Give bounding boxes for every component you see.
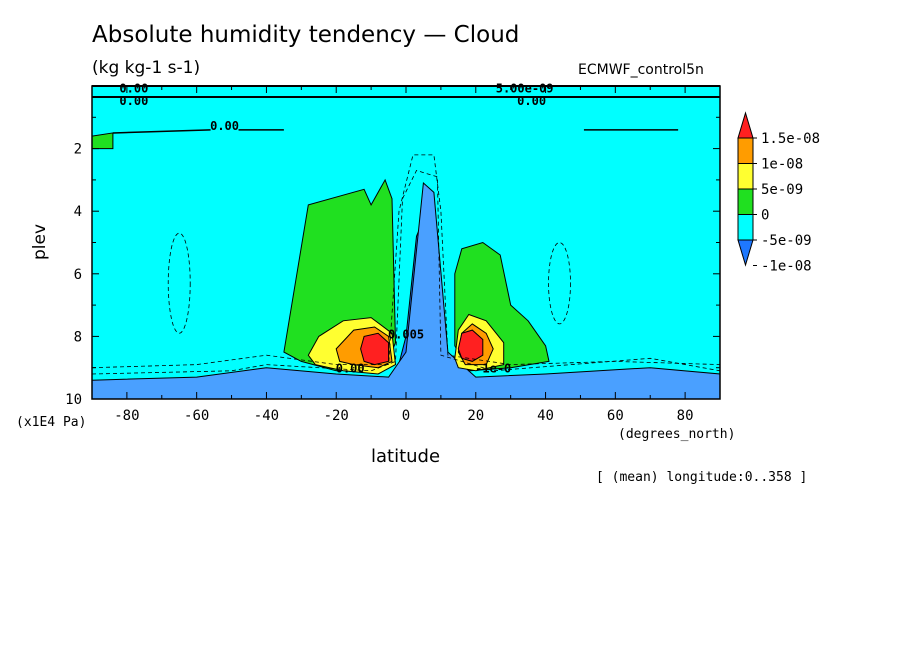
colorbar-cell <box>737 163 754 190</box>
negative-contour-oval-right <box>548 242 571 325</box>
y-tick-label: 6 <box>74 267 82 283</box>
y-tick-label: 2 <box>74 142 82 158</box>
x-tick-label: 60 <box>607 408 624 424</box>
y-tick-label: 4 <box>74 204 82 220</box>
colorbar-cell <box>737 188 754 215</box>
zero-contour-left-1 <box>112 129 211 134</box>
averaging-note: [ (mean) longitude:0..358 ] <box>596 470 808 485</box>
colorbar-bottom-triangle <box>737 239 754 267</box>
colorbar-label: 0 <box>761 208 769 224</box>
contour-label-1: 0.00 <box>119 94 148 108</box>
region-green-4 <box>91 132 114 150</box>
x-tick-label: -60 <box>184 408 209 424</box>
colorbar-label: -5e-09 <box>761 233 812 249</box>
colorbar-top-triangle <box>737 111 754 139</box>
x-tick-label: 40 <box>537 408 554 424</box>
contour-label-3: 5.00e-09 <box>496 82 554 96</box>
contour-label-4: 0.00 <box>517 94 546 108</box>
colorbar-label: 1.5e-08 <box>761 131 820 147</box>
colorbar-label: 1e-08 <box>761 157 803 173</box>
contour-label-6: 0.005 <box>388 327 424 341</box>
y-tick-label: 8 <box>74 329 82 345</box>
chart-title: Absolute humidity tendency — Cloud <box>92 22 520 48</box>
x-tick-label: -80 <box>114 408 139 424</box>
x-tick-label: 80 <box>677 408 694 424</box>
chart-source: ECMWF_control5n <box>578 62 704 78</box>
x-tick-label: 20 <box>467 408 484 424</box>
negative-contour-1 <box>91 170 721 375</box>
negative-contour-0 <box>91 154 721 369</box>
contour-label-2: 0.00 <box>210 119 239 133</box>
chart-units: (kg kg-1 s-1) <box>92 58 201 78</box>
x-tick-label: 0 <box>402 408 410 424</box>
y-tick-label: 10 <box>65 392 82 408</box>
x-tick-label: -20 <box>324 408 349 424</box>
y-scale-note: (x1E4 Pa) <box>16 415 87 430</box>
negative-contour-oval-left <box>167 232 191 334</box>
colorbar-label: 5e-09 <box>761 182 803 198</box>
contour-label-5: 0.00 <box>336 362 365 376</box>
colorbar-label: -1e-08 <box>761 259 812 275</box>
colorbar-cell <box>737 214 754 241</box>
colorbar-cell <box>737 137 754 164</box>
contour-label-7: -1e-0 <box>475 362 511 376</box>
x-tick-label: -40 <box>254 408 279 424</box>
x-axis-units: (degrees_north) <box>618 427 736 442</box>
x-axis-label: latitude <box>371 446 441 467</box>
region-red-9 <box>360 332 390 366</box>
region-red-10 <box>457 329 484 362</box>
